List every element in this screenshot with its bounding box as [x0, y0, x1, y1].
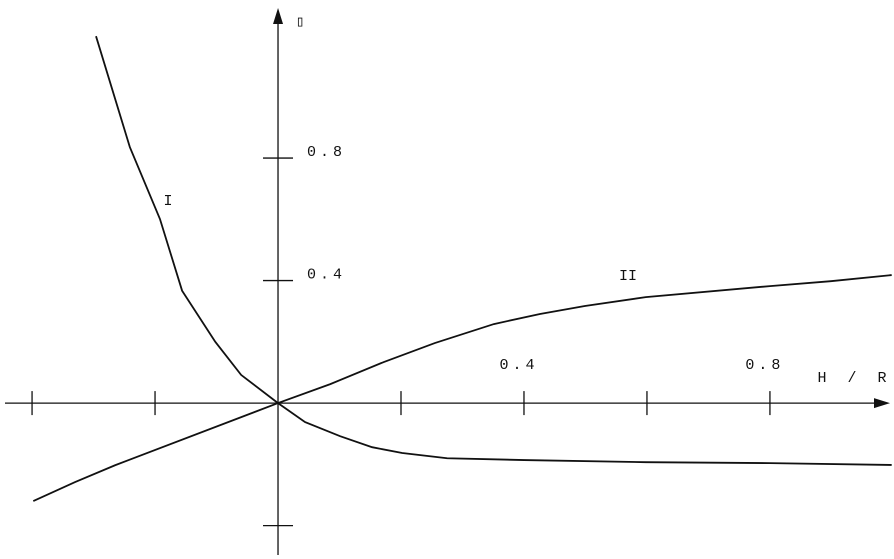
y-axis-arrow	[273, 8, 284, 24]
series-label: II	[619, 268, 637, 285]
y-axis-label: ▯	[295, 14, 304, 31]
y-tick-label: 0.8	[307, 144, 346, 161]
x-tick-label: 0.4	[499, 357, 538, 374]
series-label: I	[163, 193, 172, 210]
x-tick-label: 0.8	[745, 357, 784, 374]
x-axis-label: H / R	[817, 370, 892, 387]
x-axis-arrow	[874, 398, 890, 409]
curve	[32, 274, 892, 502]
y-tick-label: 0.4	[307, 267, 346, 284]
curve	[95, 35, 892, 466]
